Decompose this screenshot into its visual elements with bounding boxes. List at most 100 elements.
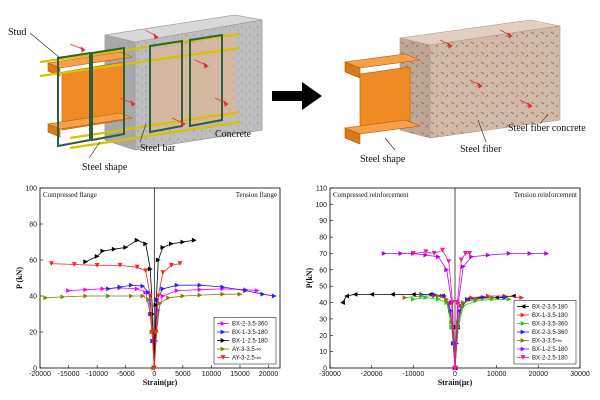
y-tick-label: 80: [29, 222, 37, 229]
data-point: [444, 267, 450, 273]
data-point: [237, 291, 243, 297]
legend-label: BX-1-3.5-180: [532, 313, 568, 319]
x-tick-label: 5000: [175, 371, 191, 378]
series-BX-3-3.5-360: [410, 295, 512, 371]
data-point: [402, 295, 408, 301]
data-point: [146, 290, 151, 295]
data-point: [243, 288, 249, 293]
data-point: [506, 296, 512, 302]
legend-swatch-marker: [220, 355, 226, 360]
series-AY-3-3.5-∞: [43, 291, 243, 371]
data-point: [94, 263, 100, 268]
data-point: [117, 263, 123, 268]
label-steel-shape-right: Steel shape: [360, 154, 406, 165]
data-point: [271, 293, 277, 299]
data-point: [146, 297, 151, 302]
data-point: [143, 268, 149, 274]
legend: BX-2-3.5-360 BX-1-3.5-180 BX-1-2.5-180 AY-3…: [213, 317, 277, 365]
annotation-compressed: Compressed reinforcement: [333, 191, 409, 199]
data-point: [71, 262, 77, 267]
data-point: [160, 270, 166, 275]
data-point: [155, 293, 161, 299]
data-point: [106, 293, 111, 299]
y-tick-label: 0: [33, 366, 37, 373]
x-tick-label: 20000: [259, 371, 279, 378]
data-point: [369, 291, 375, 297]
x-tick-label: 10000: [202, 371, 222, 378]
data-point: [180, 239, 186, 245]
y-axis-title: P(kN): [305, 267, 314, 288]
data-point: [435, 296, 441, 302]
data-point: [220, 291, 226, 297]
steel-shape-right: [343, 53, 422, 145]
data-point: [174, 288, 180, 293]
data-point: [381, 251, 387, 256]
x-tick-label: -10000: [86, 371, 108, 378]
y-tick-label: 40: [319, 300, 327, 307]
data-point: [506, 251, 512, 256]
x-tick-label: 0: [152, 371, 156, 378]
y-tick-label: 100: [315, 202, 327, 209]
y-tick-label: 80: [319, 235, 327, 242]
force-arrows-right: [439, 29, 533, 109]
data-point: [446, 259, 452, 265]
data-point: [169, 241, 174, 247]
chart-reinforcement-strain: -30000 -20000 -10000 0 10000 20000 30000 0 10 20 3…: [305, 186, 590, 388]
legend-label: BX-3-3.5-∞: [532, 339, 562, 345]
data-point: [254, 288, 260, 293]
x-tick-label: 10000: [487, 371, 507, 378]
data-point: [150, 329, 155, 335]
data-point: [390, 291, 395, 297]
steel-bars: [39, 32, 241, 150]
data-point: [197, 292, 203, 298]
legend-label: BX-2-2.5-180: [532, 356, 568, 362]
annotation-tension: Tension reinforcement: [514, 191, 577, 199]
data-point: [340, 300, 345, 305]
data-point: [83, 259, 89, 265]
specimen-diagram: Stud Steel bar Concrete Steel shape Stee…: [8, 14, 586, 173]
data-point: [527, 251, 533, 256]
data-point: [153, 302, 159, 308]
data-point: [151, 365, 157, 371]
data-point: [94, 254, 100, 259]
series-line: [454, 298, 510, 369]
series-line: [45, 295, 155, 369]
transform-arrow: [272, 82, 322, 110]
series-line: [51, 263, 155, 369]
series-line: [404, 295, 456, 369]
data-point: [398, 251, 404, 256]
x-tick-label: -20000: [29, 371, 51, 378]
x-tick-label: -5000: [117, 371, 135, 378]
series-line: [85, 239, 155, 369]
data-point: [502, 295, 508, 301]
data-point: [352, 291, 358, 297]
series-AY-3-2.5-∞: [49, 261, 183, 371]
legend-label: AY-3-2.5-∞: [232, 356, 261, 362]
annotation-tension: Tension flange: [236, 191, 277, 199]
data-point: [519, 295, 525, 301]
data-point: [423, 295, 429, 301]
x-tick-label: -30000: [319, 371, 341, 378]
data-point: [134, 286, 140, 292]
data-point: [423, 249, 429, 255]
x-tick-label: -15000: [58, 371, 80, 378]
legend-swatch-marker: [520, 355, 526, 360]
data-point: [83, 287, 89, 293]
data-point: [442, 293, 447, 299]
data-point: [490, 295, 495, 301]
legend-item: AY-3-3.5-∞: [217, 346, 261, 353]
data-point: [129, 282, 134, 288]
legend-swatch-marker: [220, 329, 226, 335]
series-line: [342, 294, 456, 369]
data-point: [410, 296, 416, 302]
data-point: [83, 293, 89, 299]
legend-item: BX-1-3.5-180: [517, 312, 568, 319]
legend-item: BX-1-3.5-180: [217, 329, 268, 336]
data-point: [157, 300, 163, 306]
x-axis-title: Strain(με): [143, 378, 178, 387]
data-point: [153, 329, 159, 335]
plot-frame: [39, 187, 281, 369]
x-tick-label: 0: [453, 371, 457, 378]
data-point: [111, 246, 117, 252]
y-tick-label: 0: [323, 366, 327, 373]
